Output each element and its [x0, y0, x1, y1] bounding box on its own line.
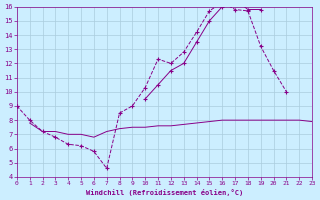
X-axis label: Windchill (Refroidissement éolien,°C): Windchill (Refroidissement éolien,°C) [86, 189, 243, 196]
